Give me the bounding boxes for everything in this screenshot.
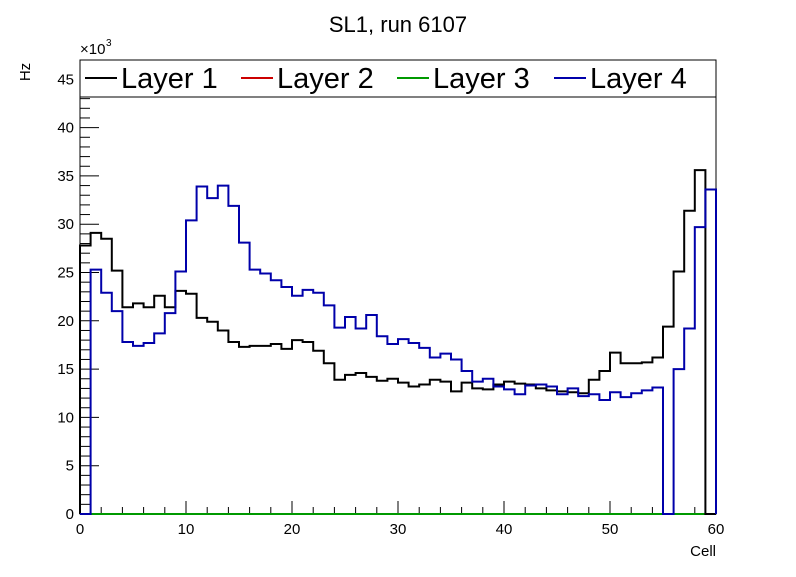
legend-label: Layer 2 (277, 63, 374, 95)
x-axis-label: Cell (690, 543, 716, 560)
y-tick-label: 40 (57, 120, 74, 137)
x-tick-label: 30 (390, 521, 407, 538)
series-line-layer-4 (80, 184, 717, 515)
x-tick-label: 20 (284, 521, 301, 538)
y-tick-label: 20 (57, 313, 74, 330)
y-tick-label: 25 (57, 265, 74, 282)
legend-label: Layer 1 (121, 63, 218, 95)
legend-label: Layer 3 (433, 63, 530, 95)
y-tick-label: 45 (57, 71, 74, 88)
y-exponent-power: 3 (106, 38, 112, 49)
x-tick-label: 10 (178, 521, 195, 538)
chart-title: SL1, run 6107 (329, 12, 467, 37)
y-tick-label: 35 (57, 168, 74, 185)
series-layer (79, 169, 717, 515)
x-tick-label: 60 (708, 521, 725, 538)
series-line-layer-1 (79, 169, 716, 515)
y-tick-label: 0 (66, 506, 74, 523)
y-tick-label: 5 (66, 458, 74, 475)
legend-label: Layer 4 (590, 63, 687, 95)
x-tick-label: 40 (496, 521, 513, 538)
legend: Layer 1 Layer 2 Layer 3 Layer 4 (79, 59, 717, 98)
y-exponent-label: ×10 3 (80, 38, 112, 58)
y-exponent-base: ×10 (80, 41, 105, 58)
y-tick-label: 10 (57, 409, 74, 426)
y-tick-label: 30 (57, 216, 74, 233)
y-tick-label: 15 (57, 361, 74, 378)
x-tick-label: 0 (76, 521, 84, 538)
x-tick-label: 50 (602, 521, 619, 538)
axis-ticks: 0 10 20 30 40 50 60 0 5 10 15 20 25 30 35 40 45 (57, 59, 725, 538)
y-axis-label: Hz (17, 63, 34, 81)
